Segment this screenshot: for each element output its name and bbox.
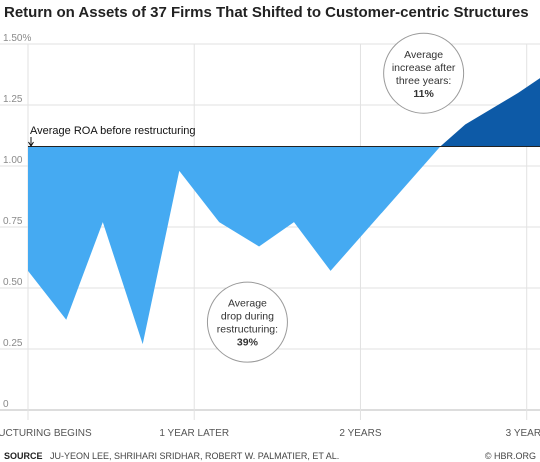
y-tick-label: 1.50% — [3, 33, 31, 44]
credit: © HBR.ORG — [485, 451, 536, 461]
y-tick-label: 0.25 — [3, 338, 23, 349]
y-tick-label: 1.25 — [3, 94, 23, 105]
annotation-value: 39% — [237, 337, 259, 349]
baseline-label: Average ROA before restructuring — [30, 125, 196, 137]
annotation-bubble — [206, 281, 288, 363]
source-text: JU-YEON LEE, SHRIHARI SRIDHAR, ROBERT W.… — [50, 451, 339, 461]
y-tick-label: 0.75 — [3, 216, 23, 227]
y-axis-ticks: 0 0.25 0.50 0.75 1.00 1.25 1.50% — [3, 33, 31, 410]
chart-title: Return on Assets of 37 Firms That Shifte… — [4, 4, 529, 21]
annotation-text: drop during — [221, 311, 274, 323]
y-tick-label: 0 — [3, 399, 9, 410]
x-axis-ticks: RESTRUCTURING BEGINS 1 YEAR LATER 2 YEARS 3… — [0, 428, 540, 439]
annotation-text: three years: — [396, 75, 451, 87]
y-tick-label: 0.50 — [3, 277, 23, 288]
x-tick-label: 2 YEARS — [339, 428, 381, 439]
increase-area — [440, 78, 540, 147]
annotation-text: restructuring: — [217, 324, 278, 336]
x-tick-label: 3 YEARS — [506, 428, 540, 439]
baseline: Average ROA before restructuring — [28, 125, 196, 147]
drop-area — [28, 146, 441, 345]
area-series — [28, 78, 540, 345]
annotation-value: 11% — [413, 88, 434, 100]
source-label: SOURCE — [4, 451, 43, 461]
source-line: SOURCE JU-YEON LEE, SHRIHARI SRIDHAR, RO… — [4, 451, 339, 461]
x-tick-label: RESTRUCTURING BEGINS — [0, 428, 92, 439]
y-tick-label: 1.00 — [3, 155, 23, 166]
baseline-arrow-icon — [28, 137, 34, 147]
annotation-text: increase after — [392, 62, 456, 74]
x-tick-label: 1 YEAR LATER — [159, 428, 229, 439]
annotation-bubble — [383, 32, 465, 114]
annotation-text: Average — [404, 49, 443, 61]
annotation-text: Average — [228, 298, 267, 310]
